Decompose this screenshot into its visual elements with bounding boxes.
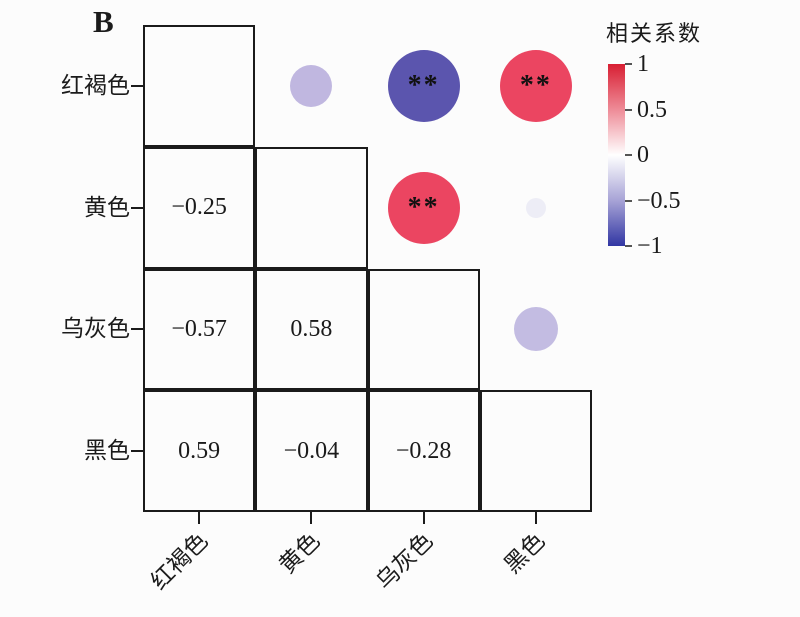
correlation-value: −0.57 bbox=[171, 315, 227, 342]
colorbar-tick-label: 1 bbox=[637, 51, 649, 77]
correlation-circle: ** bbox=[387, 171, 460, 244]
correlation-circle: ** bbox=[499, 49, 572, 122]
colorbar-tick-label: −0.5 bbox=[637, 187, 681, 214]
significance-stars: ** bbox=[407, 191, 440, 223]
y-axis-label: 黑色 bbox=[84, 438, 130, 464]
correlation-circle bbox=[290, 64, 333, 107]
matrix-cell-box bbox=[479, 390, 592, 512]
x-axis-label: 红褐色 bbox=[146, 528, 213, 595]
y-axis-label: 红褐色 bbox=[61, 72, 130, 98]
colorbar-tick-mark bbox=[625, 108, 632, 111]
matrix-cell-box bbox=[143, 390, 256, 512]
correlation-value: 0.59 bbox=[178, 437, 221, 464]
matrix-cell-box bbox=[367, 268, 480, 391]
matrix-cell-box bbox=[255, 146, 368, 269]
colorbar-tick-label: −1 bbox=[637, 233, 663, 259]
x-axis-tick bbox=[310, 512, 313, 524]
matrix-cell-box bbox=[143, 25, 256, 147]
significance-stars: ** bbox=[407, 69, 440, 101]
matrix-cell-box bbox=[143, 268, 256, 391]
matrix-cell-box bbox=[255, 390, 368, 512]
correlation-circle bbox=[513, 307, 558, 352]
x-axis-label: 黄色 bbox=[274, 528, 326, 579]
correlation-value: 0.58 bbox=[290, 315, 333, 342]
y-axis-tick bbox=[131, 328, 143, 331]
correlation-value: −0.25 bbox=[171, 194, 227, 221]
x-axis-label: 黑色 bbox=[499, 528, 550, 579]
colorbar-tick-mark bbox=[625, 63, 632, 65]
correlation-value: −0.28 bbox=[395, 437, 452, 464]
legend-title: 相关系数 bbox=[606, 21, 703, 46]
significance-stars: ** bbox=[519, 69, 552, 101]
y-axis-tick bbox=[131, 84, 143, 87]
colorbar-tick-label: 0.5 bbox=[637, 96, 667, 123]
correlation-circle bbox=[525, 197, 546, 218]
panel-label: B bbox=[93, 4, 115, 39]
colorbar-tick-mark bbox=[625, 245, 632, 247]
matrix-cell-box bbox=[367, 390, 480, 512]
colorbar-gradient bbox=[608, 64, 625, 246]
y-axis-label: 乌灰色 bbox=[61, 316, 130, 342]
colorbar-tick-mark bbox=[625, 154, 632, 156]
correlation-matrix-figure: B −0.25 −0.57 ** 0.58 ** 0.59 ** −0.04 −0.28 红褐色黄… bbox=[61, 4, 703, 595]
x-axis-tick bbox=[198, 512, 201, 524]
matrix-cell-box bbox=[143, 146, 256, 269]
y-axis-tick bbox=[131, 206, 143, 209]
colorbar-tick-mark bbox=[625, 199, 632, 202]
correlation-circle: ** bbox=[387, 49, 460, 122]
y-axis-tick bbox=[131, 450, 143, 453]
x-axis-label: 乌灰色 bbox=[370, 528, 438, 595]
correlation-value: −0.04 bbox=[283, 437, 340, 464]
y-axis-label: 黄色 bbox=[84, 194, 130, 220]
x-axis-tick bbox=[534, 512, 537, 524]
colorbar-tick-label: 0 bbox=[637, 142, 649, 168]
x-axis-tick bbox=[422, 512, 425, 524]
matrix-cell-box bbox=[255, 268, 368, 391]
